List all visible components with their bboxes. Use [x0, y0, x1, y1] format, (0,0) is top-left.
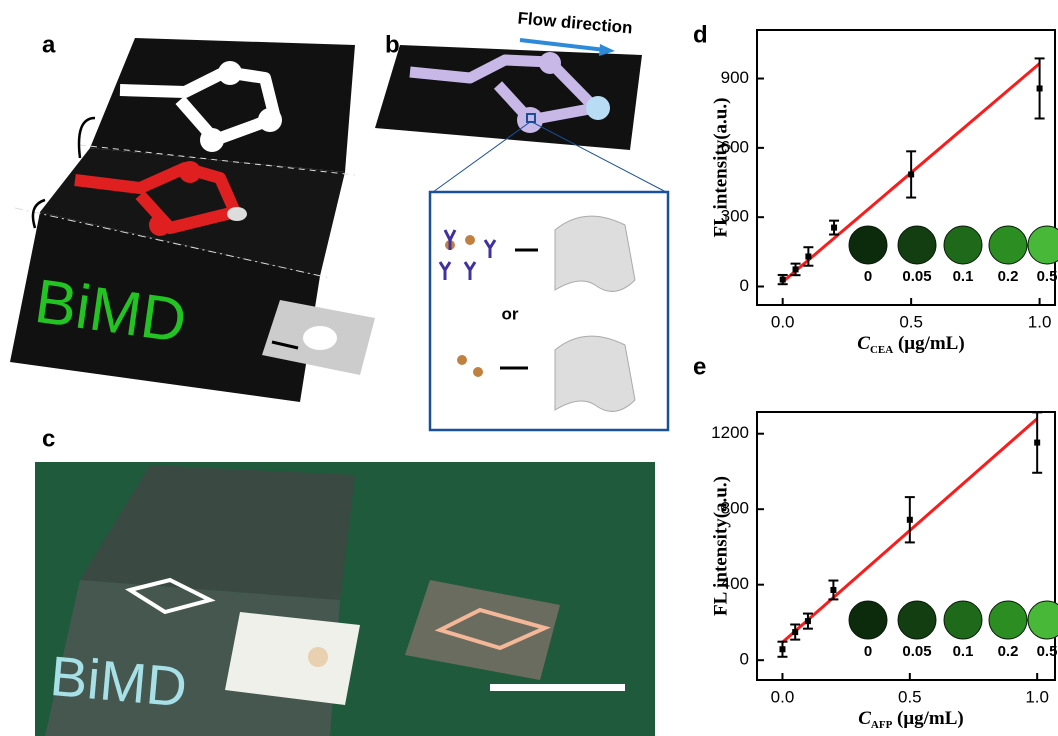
plot-frame	[757, 412, 1055, 680]
data-point	[907, 517, 913, 523]
strip	[225, 612, 360, 705]
x-tick-label: 1.0	[1028, 312, 1052, 331]
inset-image	[898, 226, 936, 264]
x-tick-label: 1.0	[1025, 687, 1049, 706]
data-point	[830, 587, 836, 593]
figure: BiMD Flow direction or BiMD	[0, 0, 1058, 736]
x-axis-symbol: C	[857, 333, 870, 354]
x-axis-unit: (μg/mL)	[893, 333, 964, 354]
inset-label: 0	[864, 643, 872, 660]
data-point	[793, 266, 799, 272]
y-tick-label: 1200	[711, 423, 749, 442]
panel-label: c	[42, 425, 55, 452]
x-tick-label: 0.5	[899, 312, 923, 331]
inset-label: 0	[864, 268, 872, 285]
node	[586, 96, 610, 120]
node	[227, 207, 247, 221]
node	[539, 52, 561, 74]
illustration-a: BiMD	[10, 38, 375, 402]
hole	[303, 326, 337, 350]
x-axis-label: CAFP (μg/mL)	[858, 708, 964, 730]
y-axis-label: FL intensity(a.u.)	[710, 98, 731, 238]
x-axis-subscript: AFP	[871, 719, 893, 731]
inset-label: 0.5	[1037, 268, 1058, 285]
data-point	[1034, 440, 1040, 446]
node	[218, 61, 242, 85]
node	[179, 161, 201, 183]
y-tick-label: 0	[740, 650, 749, 669]
x-axis-unit: (μg/mL)	[892, 708, 963, 729]
hole	[308, 647, 328, 667]
inset-image	[849, 601, 887, 639]
inset-label: 0.05	[902, 268, 931, 285]
scale-bar	[490, 684, 625, 691]
inset-label: 0.05	[902, 643, 931, 660]
inset-image	[1028, 601, 1058, 639]
inset-label: 0.1	[953, 643, 974, 660]
inset-label: 0.5	[1037, 643, 1058, 660]
node	[200, 128, 224, 152]
x-tick-label: 0.5	[898, 687, 922, 706]
inset-image	[944, 226, 982, 264]
node	[258, 108, 282, 132]
panel-label: a	[42, 31, 56, 58]
data-point	[805, 253, 811, 259]
panel-label: e	[693, 353, 706, 380]
y-tick-label: 900	[721, 68, 749, 87]
y-tick-label: 0	[740, 276, 749, 295]
data-point	[779, 646, 785, 652]
inset-image	[944, 601, 982, 639]
panel-label: d	[693, 21, 708, 48]
inset-image	[849, 226, 887, 264]
photo-c: BiMD	[35, 462, 655, 736]
x-tick-label: 0.0	[771, 312, 795, 331]
inset-image	[989, 601, 1027, 639]
scaffold	[555, 216, 635, 291]
data-point	[831, 225, 837, 231]
data-point	[908, 171, 914, 177]
data-point	[1037, 85, 1043, 91]
x-axis-symbol: C	[858, 708, 871, 729]
inset-image	[989, 226, 1027, 264]
or-label: or	[502, 304, 519, 323]
x-axis-label: CCEA (μg/mL)	[857, 333, 964, 355]
scaffold	[555, 336, 635, 411]
data-point	[805, 618, 811, 624]
inset-image	[1028, 226, 1058, 264]
bimd-label: BiMD	[48, 644, 190, 719]
data-point	[780, 277, 786, 283]
x-tick-label: 0.0	[771, 687, 795, 706]
panel-label: b	[385, 31, 400, 58]
flow-arrow	[520, 40, 605, 50]
inset-image	[898, 601, 936, 639]
inset-label: 0.2	[998, 268, 1019, 285]
y-axis-label: FL intensity(a.u.)	[710, 476, 731, 616]
illustration-b: Flow direction or	[375, 9, 668, 430]
x-axis-subscript: CEA	[870, 344, 893, 356]
inset-label: 0.1	[953, 268, 974, 285]
flow-label: Flow direction	[517, 9, 633, 38]
node	[149, 214, 171, 236]
data-point	[792, 629, 798, 635]
inset-label: 0.2	[998, 643, 1019, 660]
